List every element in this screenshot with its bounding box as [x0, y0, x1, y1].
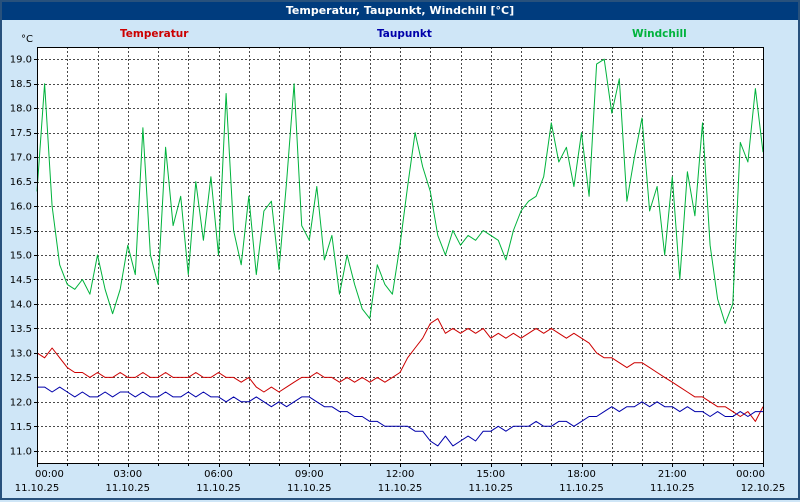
svg-text:12.0: 12.0: [10, 397, 32, 408]
svg-text:15.5: 15.5: [10, 226, 32, 237]
legend-windchill: Windchill: [632, 28, 687, 40]
svg-text:21:00: 21:00: [658, 469, 687, 480]
svg-text:14.0: 14.0: [10, 299, 32, 310]
svg-text:17.5: 17.5: [10, 128, 32, 139]
svg-text:12:00: 12:00: [386, 469, 415, 480]
legend-taupunkt: Taupunkt: [377, 28, 432, 40]
svg-text:06:00: 06:00: [204, 469, 233, 480]
svg-text:17.0: 17.0: [10, 153, 32, 164]
svg-text:15.0: 15.0: [10, 251, 32, 262]
svg-text:13.0: 13.0: [10, 348, 32, 359]
svg-text:00:00: 00:00: [35, 469, 64, 480]
svg-text:12.5: 12.5: [10, 373, 32, 384]
svg-text:11.10.25: 11.10.25: [196, 483, 241, 494]
svg-text:°C: °C: [21, 34, 33, 45]
svg-text:14.5: 14.5: [10, 275, 32, 286]
svg-text:11.10.25: 11.10.25: [559, 483, 604, 494]
svg-text:00:00: 00:00: [736, 469, 765, 480]
svg-text:12.10.25: 12.10.25: [741, 483, 786, 494]
svg-text:15:00: 15:00: [476, 469, 505, 480]
window-title: Temperatur, Taupunkt, Windchill [°C]: [285, 4, 515, 17]
legend-temperatur: Temperatur: [120, 28, 189, 40]
svg-text:11.5: 11.5: [10, 422, 32, 433]
svg-text:11.10.25: 11.10.25: [105, 483, 150, 494]
svg-text:11.10.25: 11.10.25: [287, 483, 332, 494]
svg-text:18.5: 18.5: [10, 79, 32, 90]
svg-text:18.0: 18.0: [10, 104, 32, 115]
svg-text:13.5: 13.5: [10, 324, 32, 335]
svg-text:09:00: 09:00: [295, 469, 324, 480]
svg-text:18:00: 18:00: [567, 469, 596, 480]
svg-text:11.10.25: 11.10.25: [650, 483, 695, 494]
svg-text:19.0: 19.0: [10, 55, 32, 66]
svg-text:03:00: 03:00: [113, 469, 142, 480]
svg-text:16.5: 16.5: [10, 177, 32, 188]
svg-text:11.0: 11.0: [10, 446, 32, 457]
svg-text:16.0: 16.0: [10, 202, 32, 213]
window-titlebar: Temperatur, Taupunkt, Windchill [°C]: [2, 2, 798, 20]
svg-text:11.10.25: 11.10.25: [468, 483, 513, 494]
svg-text:11.10.25: 11.10.25: [15, 483, 60, 494]
svg-text:11.10.25: 11.10.25: [378, 483, 423, 494]
